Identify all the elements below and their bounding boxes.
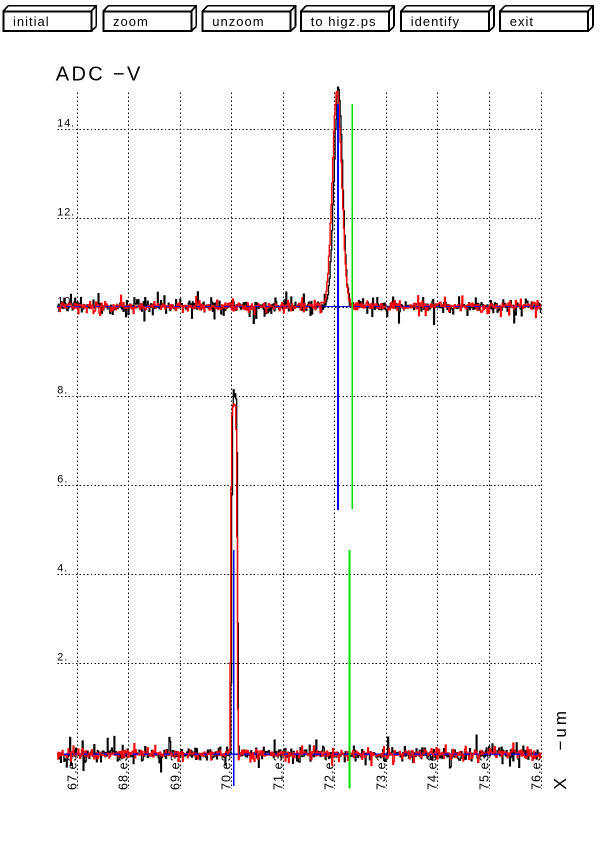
svg-text:4.: 4. — [57, 563, 68, 575]
svg-text:12.: 12. — [57, 207, 75, 219]
svg-text:69.e3: 69.e3 — [169, 753, 183, 790]
svg-text:6.: 6. — [57, 474, 68, 486]
svg-text:71.e3: 71.e3 — [272, 753, 286, 790]
svg-text:68.e3: 68.e3 — [117, 753, 131, 790]
svg-text:ADC −V: ADC −V — [56, 64, 141, 86]
svg-text:76.e3: 76.e3 — [530, 753, 544, 790]
svg-text:67.e3: 67.e3 — [66, 753, 80, 790]
svg-text:initial: initial — [13, 14, 50, 29]
svg-text:75.e3: 75.e3 — [478, 753, 492, 790]
svg-text:74.e3: 74.e3 — [426, 753, 440, 790]
svg-text:X: X — [550, 778, 570, 790]
svg-text:−um: −um — [551, 708, 570, 751]
svg-text:14.: 14. — [57, 118, 75, 130]
svg-text:2.: 2. — [57, 652, 68, 664]
svg-text:73.e3: 73.e3 — [375, 753, 389, 790]
svg-text:8.: 8. — [57, 385, 68, 397]
svg-text:70.e3: 70.e3 — [220, 753, 234, 790]
svg-text:exit: exit — [510, 14, 534, 29]
svg-text:unzoom: unzoom — [212, 14, 264, 29]
svg-text:to higz.ps: to higz.ps — [311, 14, 377, 29]
svg-text:identify: identify — [411, 14, 460, 29]
svg-text:zoom: zoom — [113, 14, 149, 29]
